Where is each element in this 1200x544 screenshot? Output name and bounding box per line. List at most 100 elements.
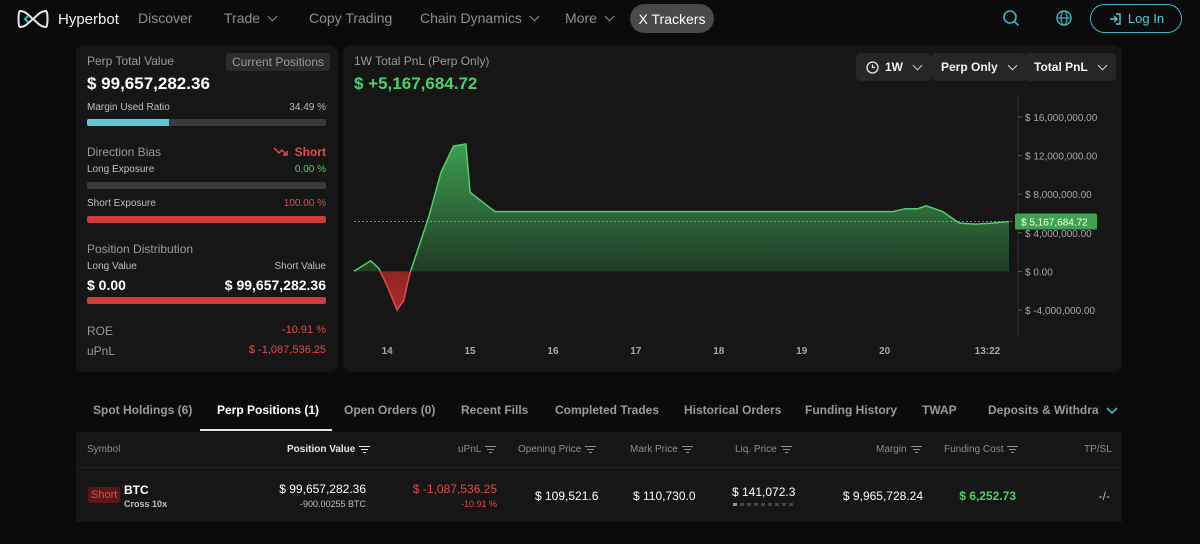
sort-icon bbox=[485, 445, 497, 454]
margin-used-value: 34.49 % bbox=[289, 102, 326, 113]
th-liq-price[interactable]: Liq. Price bbox=[735, 444, 792, 455]
th-funding-cost-label: Funding Cost bbox=[944, 444, 1004, 455]
metric-dropdown[interactable]: Total PnL bbox=[1024, 53, 1116, 81]
mark-price-cell: $ 110,730.0 bbox=[633, 489, 696, 503]
long-exposure-label: Long Exposure bbox=[87, 164, 155, 175]
search-icon[interactable] bbox=[1002, 9, 1020, 27]
nav-discover[interactable]: Discover bbox=[138, 10, 192, 26]
x-tick-label: 17 bbox=[630, 346, 642, 357]
long-exposure-value: 0.00 % bbox=[294, 164, 326, 175]
symbol[interactable]: BTC bbox=[124, 483, 149, 497]
y-tick-label: $ 16,000,000.00 bbox=[1025, 113, 1098, 124]
perp-positions-table: Symbol Position Value uPnL Opening Price… bbox=[76, 432, 1122, 522]
hyperbot-logo-icon bbox=[17, 9, 49, 29]
sort-icon bbox=[910, 445, 922, 454]
margin-cell: $ 9,965,728.24 bbox=[842, 489, 923, 503]
long-exposure-bar bbox=[87, 182, 326, 189]
tab-completed-trades[interactable]: Completed Trades bbox=[555, 403, 660, 417]
y-tick-label: $ -4,000,000.00 bbox=[1025, 306, 1095, 317]
active-tab-indicator bbox=[200, 429, 332, 431]
position-distribution-bar-fill bbox=[87, 297, 326, 304]
th-opening-price[interactable]: Opening Price bbox=[518, 444, 597, 455]
nav-more[interactable]: More bbox=[565, 10, 615, 26]
short-value-label: Short Value bbox=[274, 261, 326, 272]
x-tick-label: 15 bbox=[465, 346, 477, 357]
nav-copy-trading-label: Copy Trading bbox=[309, 10, 393, 26]
roe-value: -10.91 % bbox=[281, 324, 326, 336]
pnl-chart-card: 1W Total PnL (Perp Only) $ +5,167,684.72… bbox=[343, 45, 1122, 372]
tab-funding-history[interactable]: Funding History bbox=[805, 403, 897, 417]
long-value-label: Long Value bbox=[87, 261, 137, 272]
short-exposure-bar-fill bbox=[87, 216, 326, 223]
th-margin-label: Margin bbox=[876, 444, 907, 455]
globe-icon[interactable] bbox=[1055, 9, 1073, 27]
table-header: Symbol Position Value uPnL Opening Price… bbox=[76, 432, 1122, 468]
perp-total-label: Perp Total Value bbox=[87, 54, 174, 68]
upnl-cell: $ -1,087,536.25 bbox=[412, 482, 497, 496]
funding-cost-cell: $ 6,252.73 bbox=[959, 489, 1016, 503]
margin-used-label: Margin Used Ratio bbox=[87, 102, 170, 113]
chart-pnl-value: $ +5,167,684.72 bbox=[354, 74, 478, 93]
table-row[interactable]: Short BTC Cross 10x $ 99,657,282.36 -900… bbox=[76, 469, 1122, 522]
short-value: $ 99,657,282.36 bbox=[224, 277, 326, 293]
pnl-chart[interactable]: $ 16,000,000.00 $ 12,000,000.00 $ 8,000,00… bbox=[343, 45, 1122, 372]
th-upnl[interactable]: uPnL bbox=[458, 444, 497, 455]
current-positions-badge: Current Positions bbox=[226, 53, 331, 71]
nav-trade[interactable]: Trade bbox=[224, 10, 278, 26]
th-margin[interactable]: Margin bbox=[876, 444, 922, 455]
chevron-down-icon bbox=[267, 11, 278, 21]
th-funding-cost[interactable]: Funding Cost bbox=[944, 444, 1019, 455]
chevron-down-icon bbox=[529, 11, 540, 21]
tab-open-orders[interactable]: Open Orders (0) bbox=[344, 403, 436, 417]
position-distribution-bar bbox=[87, 297, 326, 304]
position-distribution-label: Position Distribution bbox=[87, 242, 194, 256]
login-button[interactable]: Log In bbox=[1090, 4, 1182, 33]
th-mark-price[interactable]: Mark Price bbox=[630, 444, 693, 455]
x-tick-label: 16 bbox=[547, 346, 559, 357]
nav-chain-dynamics[interactable]: Chain Dynamics bbox=[420, 10, 540, 26]
pnl-line-positive bbox=[353, 143, 1010, 272]
th-symbol-label: Symbol bbox=[87, 444, 121, 455]
tab-recent-fills[interactable]: Recent Fills bbox=[461, 403, 529, 417]
th-position-value-label: Position Value bbox=[287, 444, 356, 455]
nav-copy-trading[interactable]: Copy Trading bbox=[309, 10, 392, 26]
short-exposure-label: Short Exposure bbox=[87, 198, 156, 209]
sort-icon bbox=[585, 445, 597, 454]
direction-bias-value: Short bbox=[273, 145, 326, 159]
roe-label: ROE bbox=[87, 324, 114, 338]
x-tick-label: 18 bbox=[713, 346, 725, 357]
nav-x-trackers[interactable]: X Trackers bbox=[630, 4, 714, 33]
scope-dropdown-value: Perp Only bbox=[941, 60, 998, 74]
tab-spot-holdings[interactable]: Spot Holdings (6) bbox=[93, 403, 193, 417]
tabs-more-button[interactable] bbox=[1106, 404, 1118, 418]
current-value-label: $ 5,167,684.72 bbox=[1021, 218, 1088, 229]
th-position-value[interactable]: Position Value bbox=[287, 444, 371, 455]
scope-dropdown[interactable]: Perp Only bbox=[931, 53, 1026, 81]
long-value: $ 0.00 bbox=[87, 277, 126, 293]
nav-more-label: More bbox=[565, 10, 597, 26]
period-dropdown-value: 1W bbox=[885, 60, 903, 74]
positions-tabs: Spot Holdings (6) Perp Positions (1) Ope… bbox=[76, 395, 1122, 431]
tab-deposits-withdrawals[interactable]: Deposits & Withdraw bbox=[988, 403, 1099, 417]
tab-twap[interactable]: TWAP bbox=[922, 403, 957, 417]
direction-bias-label: Direction Bias bbox=[87, 145, 162, 159]
metric-dropdown-value: Total PnL bbox=[1034, 60, 1088, 74]
upnl-pct-cell: -10.91 % bbox=[460, 499, 497, 509]
tab-perp-positions[interactable]: Perp Positions (1) bbox=[217, 403, 320, 417]
y-tick-label: $ 8,000,000.00 bbox=[1025, 190, 1092, 201]
th-mark-price-label: Mark Price bbox=[630, 444, 678, 455]
chart-title: 1W Total PnL (Perp Only) bbox=[354, 54, 490, 68]
sort-icon bbox=[359, 445, 371, 454]
margin-used-bar bbox=[87, 119, 326, 126]
period-dropdown[interactable]: 1W bbox=[856, 53, 931, 81]
tab-historical-orders[interactable]: Historical Orders bbox=[684, 403, 782, 417]
chevron-down-icon bbox=[604, 11, 615, 21]
margin-mode: Cross 10x bbox=[124, 499, 168, 509]
liq-distance-indicator bbox=[733, 503, 793, 506]
nav-chain-dynamics-label: Chain Dynamics bbox=[420, 10, 522, 26]
upnl-label: uPnL bbox=[87, 344, 116, 358]
brand-logo[interactable]: Hyperbot bbox=[16, 7, 119, 31]
brand-name: Hyperbot bbox=[58, 10, 119, 28]
tpsl-cell: -/- bbox=[1098, 489, 1110, 503]
th-liq-price-label: Liq. Price bbox=[735, 444, 777, 455]
